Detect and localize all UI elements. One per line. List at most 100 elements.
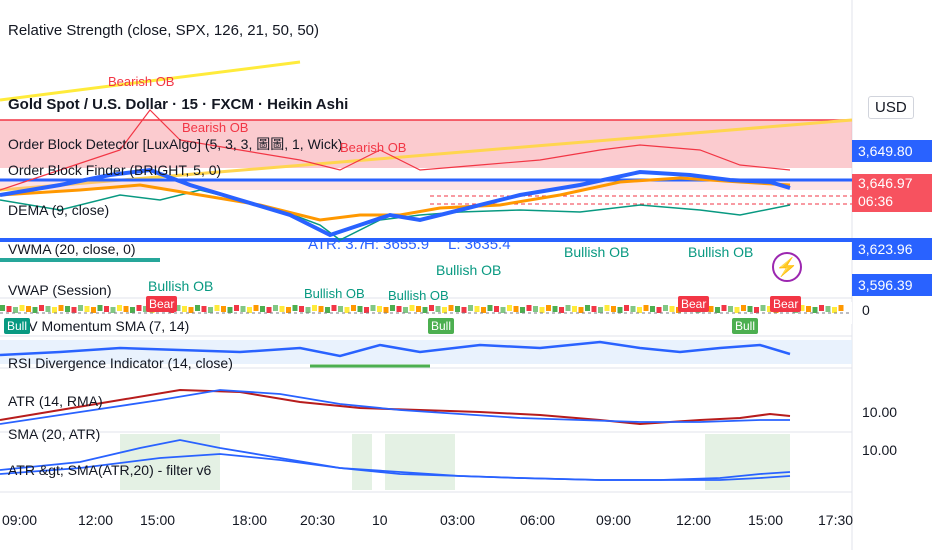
- bear-tag: Bear: [678, 296, 710, 312]
- momentum-bar: [136, 305, 142, 311]
- momentum-bar: [760, 305, 766, 311]
- momentum-bar: [104, 306, 109, 312]
- indicator-atr[interactable]: ATR (14, RMA): [8, 393, 103, 409]
- lightning-icon[interactable]: ⚡: [772, 252, 802, 282]
- time-tick: 15:00: [748, 512, 784, 528]
- momentum-bar: [591, 306, 597, 312]
- low-readout: L: 3635.4: [448, 236, 511, 253]
- momentum-bar: [0, 305, 5, 311]
- momentum-bar: [838, 305, 844, 311]
- indicator-rsi-div[interactable]: RSI Divergence Indicator (14, close): [8, 355, 233, 371]
- momentum-bar: [487, 305, 493, 311]
- symbol-title[interactable]: Gold Spot / U.S. Dollar · 15 · FXCM · He…: [8, 96, 349, 113]
- momentum-bar: [123, 306, 129, 312]
- momentum-bar: [182, 306, 187, 312]
- momentum-bar: [422, 307, 428, 313]
- momentum-bar: [494, 306, 499, 312]
- momentum-bar: [58, 305, 64, 311]
- last-price-label: 3,646.97 06:36: [852, 174, 932, 212]
- momentum-bar: [26, 306, 31, 312]
- momentum-bar: [669, 306, 675, 312]
- momentum-bar: [734, 307, 740, 313]
- momentum-bar: [52, 307, 57, 313]
- indicator-order-block-luxalgo[interactable]: Order Block Detector [LuxAlgo] (5, 3, 3,…: [8, 136, 343, 152]
- momentum-bar: [565, 305, 571, 311]
- atr-filter-scale-label: 10.00: [862, 442, 898, 458]
- momentum-bar: [357, 306, 363, 312]
- atr-readout: ATR: 3.7: [308, 236, 367, 253]
- time-tick: 10: [372, 512, 388, 528]
- bear-tag: Bear: [770, 296, 802, 312]
- indicator-atr-filter[interactable]: ATR &gt; SMA(ATR,20) - filter v6: [8, 462, 212, 478]
- momentum-bar: [325, 307, 330, 313]
- bullish-ob-label: Bullish OB: [304, 286, 365, 301]
- bullish-ob-label: Bullish OB: [148, 278, 214, 294]
- momentum-bar: [234, 305, 239, 311]
- momentum-bar: [195, 305, 200, 311]
- momentum-bar: [292, 305, 298, 311]
- momentum-bar: [214, 305, 220, 311]
- indicator-order-block-finder[interactable]: Order Block Finder (BRIGHT, 5, 0): [8, 162, 222, 178]
- momentum-bar: [747, 306, 753, 312]
- momentum-bar: [273, 305, 278, 311]
- momentum-bar: [578, 307, 584, 313]
- price-label-4: 3,596.39: [852, 274, 932, 296]
- indicator-obv[interactable]: OBV Momentum SMA (7, 14): [8, 318, 190, 334]
- momentum-bar: [260, 306, 265, 312]
- bullish-ob-label: Bullish OB: [436, 262, 502, 278]
- momentum-bar: [188, 307, 194, 313]
- indicator-vwap[interactable]: VWAP (Session): [8, 282, 112, 298]
- momentum-bar: [143, 306, 148, 312]
- last-price: 3,646.97: [858, 175, 913, 191]
- momentum-bar: [468, 305, 473, 311]
- momentum-bar: [539, 307, 545, 313]
- momentum-bar: [383, 307, 389, 313]
- momentum-bar: [656, 307, 662, 313]
- trendline-upper: [0, 60, 301, 102]
- momentum-bar: [806, 306, 811, 312]
- momentum-bar: [130, 307, 135, 313]
- momentum-bar: [650, 306, 655, 312]
- momentum-bar: [299, 306, 304, 312]
- indicator-vwma[interactable]: VWMA (20, close, 0): [8, 241, 136, 257]
- momentum-bar: [799, 305, 805, 311]
- momentum-bar: [526, 305, 532, 311]
- momentum-bar: [715, 307, 720, 313]
- bearish-ob-label: Bearish OB: [182, 120, 249, 135]
- momentum-bar: [286, 307, 291, 313]
- price-label-3: 3,623.96: [852, 238, 932, 260]
- momentum-bar: [507, 305, 512, 311]
- time-tick: 09:00: [2, 512, 38, 528]
- momentum-bar: [754, 307, 759, 313]
- bull-tag: Bull: [4, 318, 31, 334]
- momentum-bar: [45, 306, 51, 312]
- momentum-bar: [513, 306, 519, 312]
- currency-button[interactable]: USD: [868, 96, 914, 119]
- momentum-bar: [32, 307, 38, 313]
- momentum-bar: [351, 305, 356, 311]
- momentum-bar: [97, 305, 103, 311]
- time-tick: 12:00: [78, 512, 114, 528]
- momentum-bar: [175, 305, 181, 311]
- relative-strength-label: Relative Strength (close, SPX, 126, 21, …: [8, 22, 320, 39]
- momentum-bar: [429, 305, 434, 311]
- time-tick: 12:00: [676, 512, 712, 528]
- momentum-bar: [832, 307, 837, 313]
- momentum-bar: [598, 307, 603, 313]
- bullish-ob-label: Bullish OB: [388, 288, 449, 303]
- momentum-bar: [559, 307, 564, 313]
- bull-tag: Bull: [428, 318, 455, 334]
- bullish-ob-label: Bullish OB: [688, 244, 754, 260]
- bar-countdown: 06:36: [858, 193, 894, 209]
- momentum-bar: [546, 305, 551, 311]
- momentum-bar: [533, 306, 538, 312]
- momentum-bar: [741, 305, 746, 311]
- indicator-dema[interactable]: DEMA (9, close): [8, 202, 110, 218]
- indicator-sma-atr[interactable]: SMA (20, ATR): [8, 426, 101, 442]
- bull-tag: Bull: [732, 318, 759, 334]
- time-tick: 18:00: [232, 512, 268, 528]
- momentum-bar: [461, 307, 467, 313]
- momentum-bar: [500, 307, 506, 313]
- bullish-ob-label: Bullish OB: [564, 244, 630, 260]
